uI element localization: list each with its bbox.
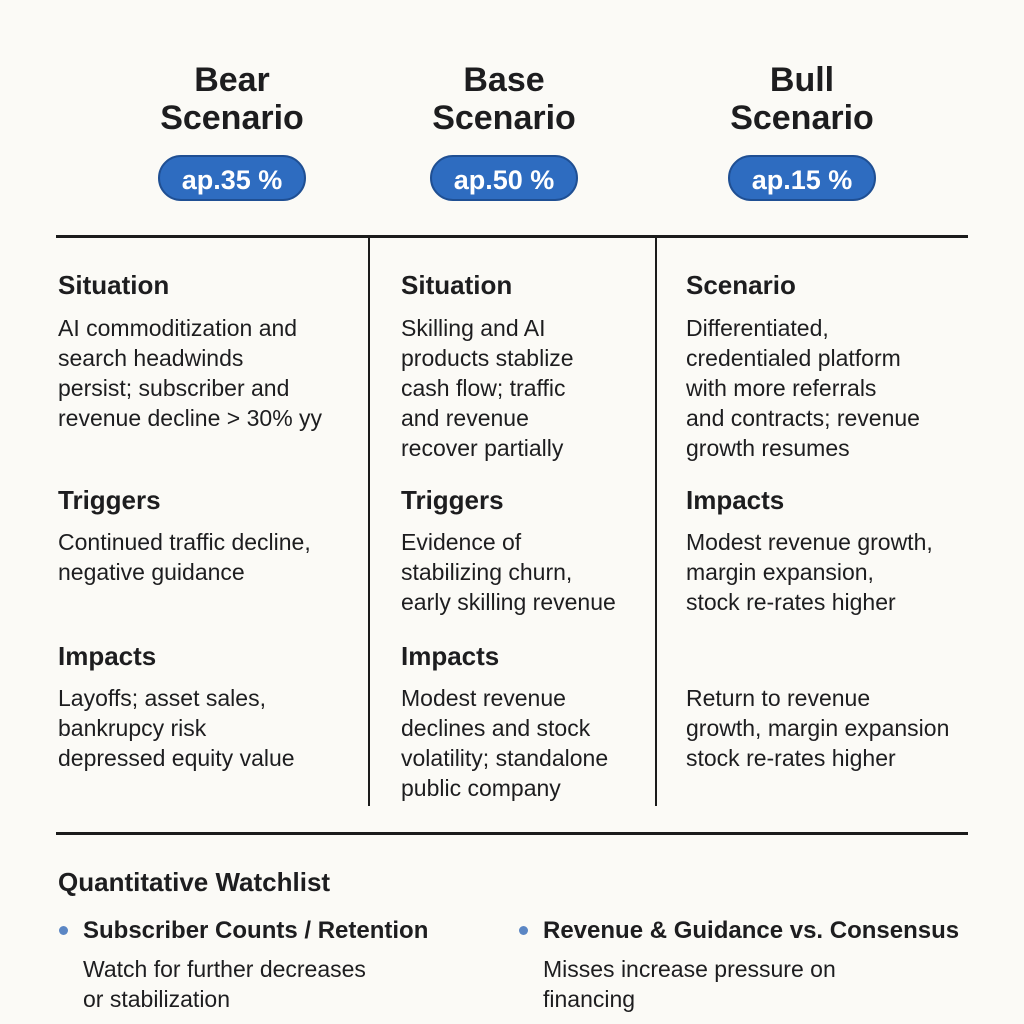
probability-badge: ap.15 % [728,155,876,201]
section-text: early skilling revenue [401,589,616,615]
watchlist-item-title: Subscriber Counts / Retention [83,917,429,944]
section-text: bankrupcy risk [58,715,207,741]
section-text: Skilling and AI [401,315,546,341]
section-heading: Impacts [686,485,785,515]
section-heading: Impacts [401,641,500,671]
section-text: Continued traffic decline, [58,529,311,555]
scenario-title: Bear [194,61,270,99]
watchlist-item-text: Misses increase pressure on [543,956,836,982]
section-text: search headwinds [58,345,244,371]
section-text: cash flow; traffic [401,375,566,401]
scenario-title: Base [463,61,545,99]
watchlist-item-text: financing [543,986,636,1012]
section-text: public company [401,775,561,801]
scenario-title: Bull [769,61,835,99]
section-text: depressed equity value [58,745,295,771]
column-divider [368,238,370,806]
section-heading: Situation [58,270,170,300]
section-text: persist; subscriber and [58,375,290,401]
column-divider [655,238,657,806]
section-heading: Triggers [58,485,161,515]
bullet [59,926,68,935]
watchlist-item-text: or stabilization [83,986,231,1012]
scenario-title: Scenario [432,99,576,137]
section-heading: Situation [401,270,513,300]
section-heading: Triggers [401,485,504,515]
section-text: stabilizing churn, [401,559,573,585]
scenario-title: Scenario [160,99,304,137]
bullet [519,926,528,935]
section-text: Modest revenue growth, [686,529,933,555]
probability-badge: ap.50 % [430,155,578,201]
watchlist-item-title: Revenue & Guidance vs. Consensus [543,917,960,944]
section-text: AI commoditization and [58,315,298,341]
section-text: negative guidance [58,559,245,585]
divider [56,235,968,238]
section-text: products stablize [401,345,574,371]
section-heading: Impacts [58,641,157,671]
section-text: recover partially [401,435,564,461]
divider [56,832,968,835]
section-text: stock re-rates higher [686,589,896,615]
scenario-title: Scenario [730,99,874,137]
section-text: Layoffs; asset sales, [58,685,266,711]
section-text: declines and stock [401,715,591,741]
section-text: and contracts; revenue [686,405,920,431]
section-text: Modest revenue [401,685,566,711]
section-text: stock re-rates higher [686,745,896,771]
section-text: credentialed platform [686,345,901,371]
section-text: growth, margin expansion [686,715,950,741]
section-text: with more referrals [686,375,877,401]
section-text: and revenue [401,405,529,431]
section-text: Differentiated, [686,315,829,341]
section-heading: Scenario [686,270,796,300]
section-text: margin expansion, [686,559,874,585]
section-text: volatility; standalone [401,745,609,771]
probability-badge: ap.35 % [158,155,306,201]
section-text: Return to revenue [686,685,871,711]
watchlist-item-text: Watch for further decreases [83,956,366,982]
section-text: growth resumes [686,435,850,461]
watchlist-title: Quantitative Watchlist [58,867,331,897]
section-text: Evidence of [401,529,522,555]
section-text: revenue decline > 30% yy [58,405,323,431]
